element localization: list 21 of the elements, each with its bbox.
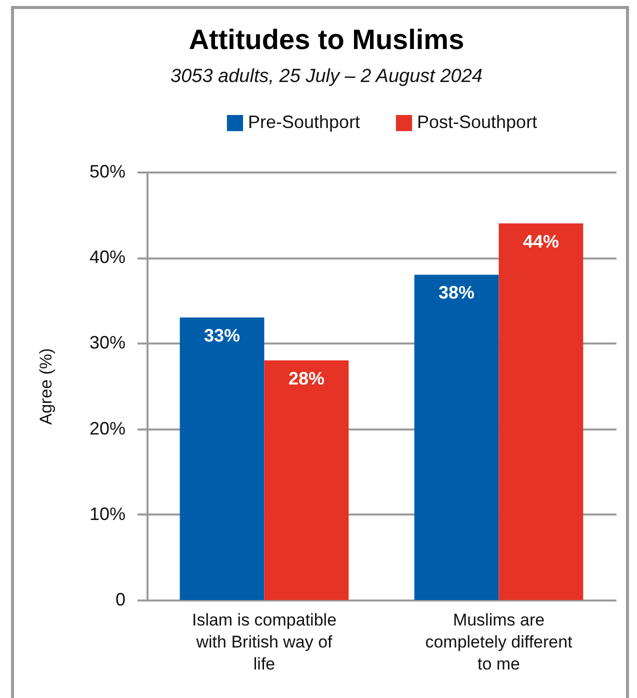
chart-subtitle: 3053 adults, 25 July – 2 August 2024	[170, 66, 482, 87]
y-tick-label: 10%	[89, 504, 126, 524]
y-tick-label: 30%	[89, 332, 126, 353]
legend-label: Post-Southport	[417, 112, 538, 132]
y-tick-label: 40%	[89, 247, 126, 268]
x-tick-label: Islam is compatible with British way of life	[192, 610, 337, 674]
y-tick-label: 0	[115, 590, 126, 610]
bar	[264, 360, 349, 600]
y-tick-label: 50%	[89, 162, 126, 182]
y-axis-title: Agree (%)	[36, 348, 56, 425]
data-label: 28%	[288, 368, 324, 388]
x-tick-label: Muslims are completely different to me	[425, 610, 573, 674]
chart-title: Attitudes to Muslims	[188, 24, 464, 55]
data-label: 38%	[438, 282, 475, 303]
bar	[180, 318, 264, 600]
bar	[498, 223, 584, 600]
data-label: 44%	[522, 231, 559, 252]
bar	[414, 274, 499, 600]
data-label: 33%	[204, 326, 240, 346]
y-tick-label: 20%	[89, 418, 126, 438]
legend-label: Pre-Southport	[248, 112, 360, 132]
